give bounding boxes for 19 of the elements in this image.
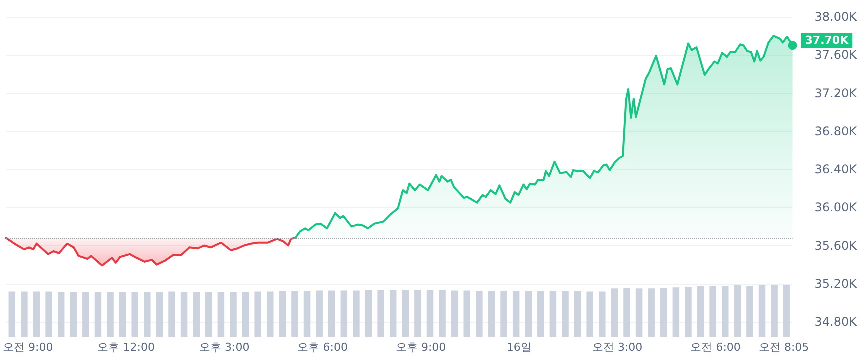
y-tick-label: 37.60K bbox=[814, 48, 858, 62]
annotation: 37.70K bbox=[805, 34, 850, 48]
x-tick-label: 오전 9:00 bbox=[2, 341, 54, 354]
x-tick-label: 오후 12:00 bbox=[98, 341, 155, 354]
y-tick-label: 36.00K bbox=[814, 200, 858, 215]
x-tick-label: 오후 3:00 bbox=[199, 341, 250, 354]
x-tick-label: 오전 8:05 bbox=[758, 341, 810, 354]
y-tick-label: 38.00K bbox=[814, 10, 858, 24]
y-tick-label: 35.60K bbox=[814, 238, 858, 253]
x-tick-label: 16일 bbox=[506, 341, 532, 354]
y-tick-label: 36.40K bbox=[814, 162, 858, 176]
y-tick-label: 34.80K bbox=[814, 315, 858, 329]
x-tick-label: 오후 9:00 bbox=[396, 341, 446, 354]
y-tick-label: 37.20K bbox=[814, 86, 858, 100]
x-tick-label: 오전 3:00 bbox=[592, 341, 643, 354]
y-tick-label: 35.20K bbox=[814, 276, 858, 291]
x-tick-label: 오전 6:00 bbox=[690, 341, 741, 354]
x-tick-label: 오후 6:00 bbox=[298, 341, 348, 354]
y-tick-label: 36.80K bbox=[814, 124, 858, 138]
